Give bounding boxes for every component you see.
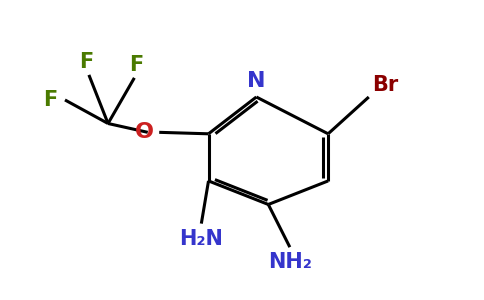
Text: F: F [79, 52, 93, 72]
Text: N: N [247, 70, 266, 91]
Text: F: F [130, 55, 144, 75]
Text: Br: Br [373, 75, 399, 94]
Text: H₂N: H₂N [180, 229, 223, 249]
Text: NH₂: NH₂ [268, 253, 312, 272]
Text: F: F [44, 90, 58, 110]
Text: O: O [135, 122, 153, 142]
